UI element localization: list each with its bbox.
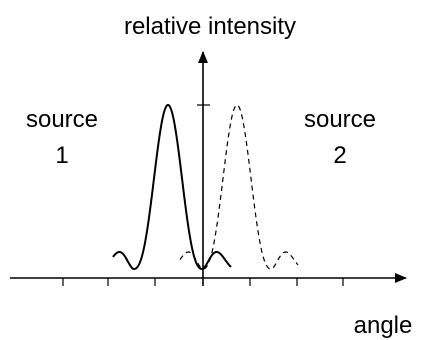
source-1-intensity-curve bbox=[112, 103, 232, 270]
x-axis-ticks bbox=[62, 278, 344, 286]
x-axis-label: angle bbox=[354, 312, 413, 339]
source-1-label: source bbox=[26, 106, 98, 133]
source-2-number: 2 bbox=[333, 142, 346, 169]
source-2-intensity-curve bbox=[179, 104, 299, 270]
y-axis-label: relative intensity bbox=[124, 13, 296, 40]
source-1-number: 1 bbox=[55, 142, 68, 169]
source-2-label: source bbox=[304, 106, 376, 133]
